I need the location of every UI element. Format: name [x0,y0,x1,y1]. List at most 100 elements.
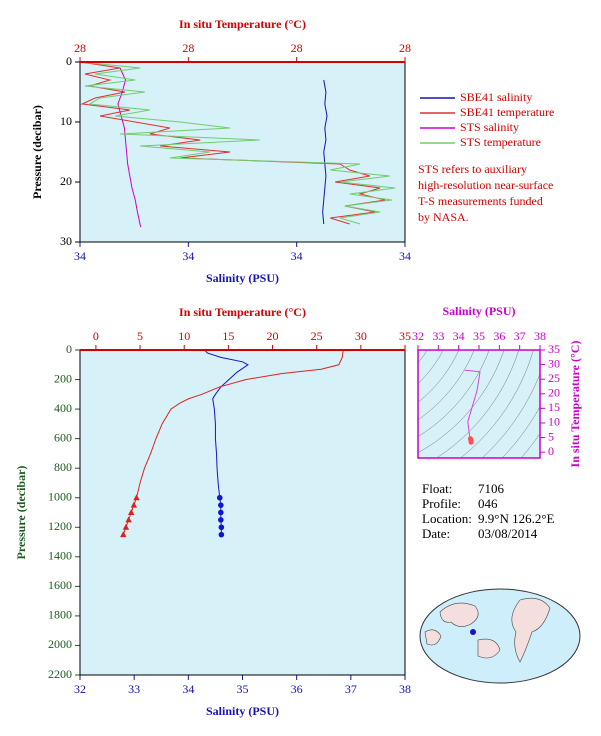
tick-label: 33 [432,329,444,343]
tick-label: 37 [514,329,526,343]
tick-label: 2000 [48,637,72,651]
plot-background [80,62,405,242]
tick-label: 30 [548,356,560,370]
tick-label: 35 [548,342,560,356]
map-outline [419,588,581,684]
tick-label: 0 [93,329,99,343]
tick-label: 800 [54,460,72,474]
tick-label: 28 [291,41,303,55]
point-marker [130,501,138,508]
tick-label: 20 [60,174,72,188]
tick-label: 5 [548,429,554,443]
plot-area [268,230,540,458]
world-map [419,588,581,684]
plot-border [417,349,541,459]
ts-line [464,369,481,438]
tick-label: 36 [493,329,505,343]
info-label: Float: [422,481,452,496]
note: high-resolution near-surface [418,178,553,192]
tick-label: 35 [399,329,411,343]
info-label: Date: [422,526,450,541]
land [439,602,479,627]
tick-label: 33 [128,682,140,696]
point-marker [218,502,224,508]
tick-label: 2200 [48,667,72,681]
land [477,638,501,659]
tick-label: 36 [291,682,303,696]
info-value: 7106 [478,481,505,496]
x2-axis-label: In situ Temperature (°C) [179,17,306,31]
y-axis-label: In situ Temperature (°C) [568,341,582,468]
tick-label: 28 [399,41,411,55]
point-marker [133,494,140,501]
tick-label: 34 [182,249,194,263]
tick-label: 32 [412,329,424,343]
tick-label: 32 [74,682,86,696]
tick-label: 38 [534,329,546,343]
point-marker [218,531,225,538]
tick-label: 35 [237,682,249,696]
point-marker [125,516,132,523]
tick-label: 15 [222,329,234,343]
point-marker [216,494,223,501]
plot-background [80,350,405,675]
legend-label: SBE41 salinity [460,90,532,104]
profile-line [204,350,249,535]
float-info: Float: 7106 Profile: 046 Location: 9.9°N… [422,481,555,541]
tick-label: 0 [548,444,554,458]
profile-line [80,62,396,225]
tick-label: 1600 [48,578,72,592]
tick-label: 1400 [48,549,72,563]
float-location [470,629,476,635]
tick-label: 20 [267,329,279,343]
tick-label: 400 [54,401,72,415]
land [424,629,442,646]
tick-label: 20 [548,386,560,400]
tick-label: 10 [548,415,560,429]
point-marker [128,509,135,515]
y-axis-label: Pressure (decibar) [14,466,28,560]
note: STS refers to auxiliary [418,162,527,176]
tick-label: 1000 [48,489,72,503]
tick-label: 34 [453,329,465,343]
plot-area [122,350,344,535]
point-marker [218,517,224,523]
info-value: 03/08/2014 [478,526,538,541]
tick-label: 15 [548,400,560,414]
land [511,597,551,663]
profile-line [322,79,328,225]
info-label: Profile: [422,496,461,511]
density-contour [268,230,388,350]
x2-axis-label: In situ Temperature (°C) [179,305,306,319]
tick-label: 34 [182,682,194,696]
note: T-S measurements funded [418,194,543,208]
tick-label: 5 [137,329,143,343]
point-marker [120,531,127,538]
legend-label: STS salinity [460,120,519,134]
tick-label: 25 [548,371,560,385]
x-axis-label: Salinity (PSU) [206,271,279,285]
ts-point [468,439,474,445]
point-marker [218,509,224,516]
tick-label: 38 [399,682,411,696]
tick-label: 34 [291,249,303,263]
tick-label: 200 [54,371,72,385]
tick-label: 30 [60,234,72,248]
tick-label: 25 [311,329,323,343]
point-marker [218,524,225,531]
tick-label: 35 [473,329,485,343]
tick-label: 0 [66,342,72,356]
info-value: 9.9°N 126.2°E [478,511,555,526]
point-marker [122,523,130,530]
tick-label: 28 [182,41,194,55]
legend-label: SBE41 temperature [460,105,554,119]
plot-area [80,62,396,228]
tick-label: 0 [66,54,72,68]
tick-label: 34 [74,249,86,263]
tick-label: 10 [178,329,190,343]
info-label: Location: [422,511,472,526]
profile-line [117,67,142,228]
tick-label: 28 [74,41,86,55]
